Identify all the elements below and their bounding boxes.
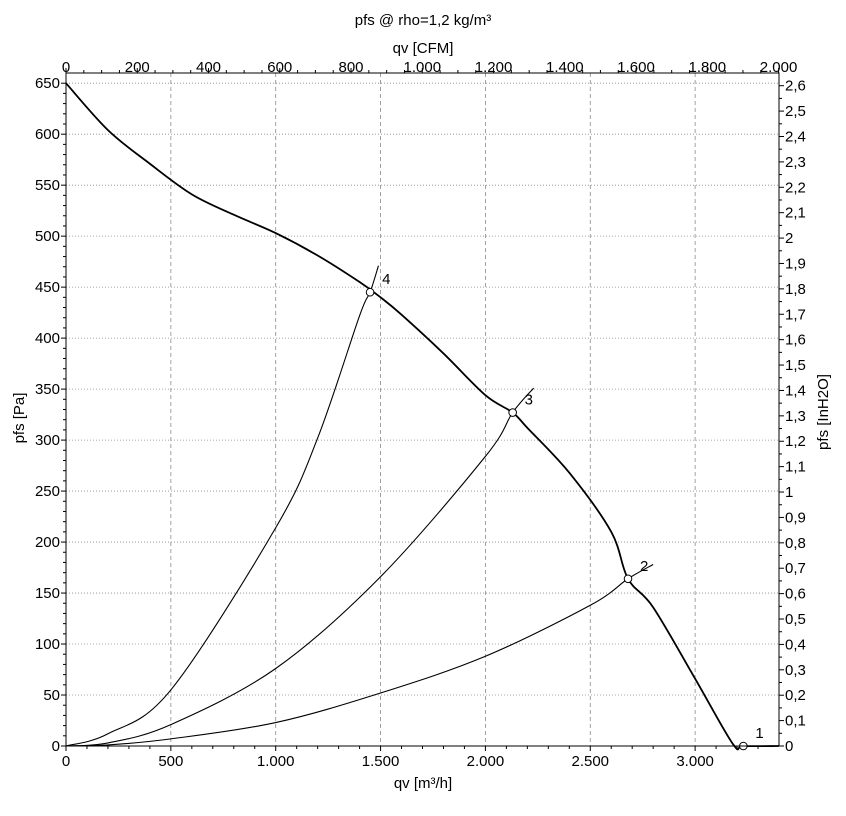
y2-tick-label: 2,1 xyxy=(785,205,806,222)
system-curve-2 xyxy=(65,564,654,747)
x2-tick-label: 1.200 xyxy=(475,59,513,76)
operating-point-label: 2 xyxy=(640,558,648,575)
plot-frame xyxy=(65,72,780,747)
y2-tick-label: 2,4 xyxy=(785,128,806,145)
y2-tick-label: 1,2 xyxy=(785,433,806,450)
x2-tick-label: 800 xyxy=(339,59,364,76)
y2-tick-label: 0,8 xyxy=(785,535,806,552)
y2-tick-label: 0 xyxy=(785,738,793,755)
y2-tick-label: 2 xyxy=(785,230,793,247)
fan-curve xyxy=(65,82,780,751)
operating-point-marker xyxy=(623,574,633,584)
y2-tick-label: 1,5 xyxy=(785,357,806,374)
chart-title: pfs @ rho=1,2 kg/m³ xyxy=(355,12,492,29)
y-tick-label: 650 xyxy=(35,75,60,92)
y2-tick-label: 0,1 xyxy=(785,713,806,730)
x2-tick-label: 1.800 xyxy=(689,59,727,76)
operating-point-marker xyxy=(508,408,517,417)
y2-tick-label: 1,3 xyxy=(785,408,806,425)
y2-tick-label: 1,1 xyxy=(785,459,806,476)
x2-tick-label: 0 xyxy=(62,59,70,76)
y-tick-label: 50 xyxy=(43,687,60,704)
y2-tick-label: 0,4 xyxy=(785,636,806,653)
x-tick-label: 1.000 xyxy=(257,753,295,770)
x-tick-label: 1.500 xyxy=(362,753,400,770)
y2-tick-label: 2,6 xyxy=(785,78,806,95)
y2-tick-label: 2,2 xyxy=(785,179,806,196)
x-axis-title: qv [m³/h] xyxy=(394,775,452,792)
system-curve-3 xyxy=(65,387,535,747)
y-tick-label: 500 xyxy=(35,228,60,245)
x2-tick-label: 2.000 xyxy=(760,59,798,76)
x2-tick-label: 1.000 xyxy=(404,59,442,76)
x-tick-label: 500 xyxy=(158,753,183,770)
x-tick-label: 2.000 xyxy=(467,753,505,770)
y-tick-label: 100 xyxy=(35,636,60,653)
grid xyxy=(66,73,779,746)
y-tick-label: 250 xyxy=(35,483,60,500)
top-axis-title: qv [CFM] xyxy=(393,40,454,57)
y-tick-label: 150 xyxy=(35,585,60,602)
y-tick-label: 550 xyxy=(35,177,60,194)
y-tick-label: 200 xyxy=(35,534,60,551)
y-tick-label: 450 xyxy=(35,279,60,296)
y2-tick-label: 1,7 xyxy=(785,306,806,323)
x2-tick-label: 400 xyxy=(196,59,221,76)
y2-tick-label: 1,6 xyxy=(785,332,806,349)
operating-point-label: 4 xyxy=(382,271,390,288)
y2-tick-label: 0,5 xyxy=(785,611,806,628)
operating-point-marker xyxy=(365,287,375,297)
y-tick-label: 400 xyxy=(35,330,60,347)
y2-tick-label: 1,9 xyxy=(785,255,806,272)
x2-tick-label: 600 xyxy=(267,59,292,76)
y2-tick-label: 2,5 xyxy=(785,103,806,120)
y2-tick-label: 1,4 xyxy=(785,382,806,399)
y2-tick-label: 0,9 xyxy=(785,509,806,526)
x2-tick-label: 200 xyxy=(125,59,150,76)
y2-tick-label: 1,8 xyxy=(785,281,806,298)
operating-point-label: 1 xyxy=(755,725,763,742)
y2-tick-label: 2,3 xyxy=(785,154,806,171)
y2-tick-label: 0,7 xyxy=(785,560,806,577)
x-tick-label: 3.000 xyxy=(676,753,714,770)
system-curve-4 xyxy=(65,265,379,747)
x-tick-label: 0 xyxy=(62,753,70,770)
curves xyxy=(65,82,780,751)
right-axis-title: pfs [InH2O] xyxy=(815,374,832,450)
x-tick-label: 2.500 xyxy=(571,753,609,770)
y-tick-label: 0 xyxy=(52,738,60,755)
y2-tick-label: 0,6 xyxy=(785,586,806,603)
x2-tick-label: 1.600 xyxy=(617,59,655,76)
y2-tick-label: 0,3 xyxy=(785,662,806,679)
operating-point-label: 3 xyxy=(525,392,533,409)
y2-tick-label: 0,2 xyxy=(785,687,806,704)
y2-tick-label: 1 xyxy=(785,484,793,501)
y-tick-label: 300 xyxy=(35,432,60,449)
y-tick-label: 350 xyxy=(35,381,60,398)
y-axis-title: pfs [Pa] xyxy=(11,393,28,444)
y-tick-label: 600 xyxy=(35,126,60,143)
x2-tick-label: 1.400 xyxy=(546,59,584,76)
